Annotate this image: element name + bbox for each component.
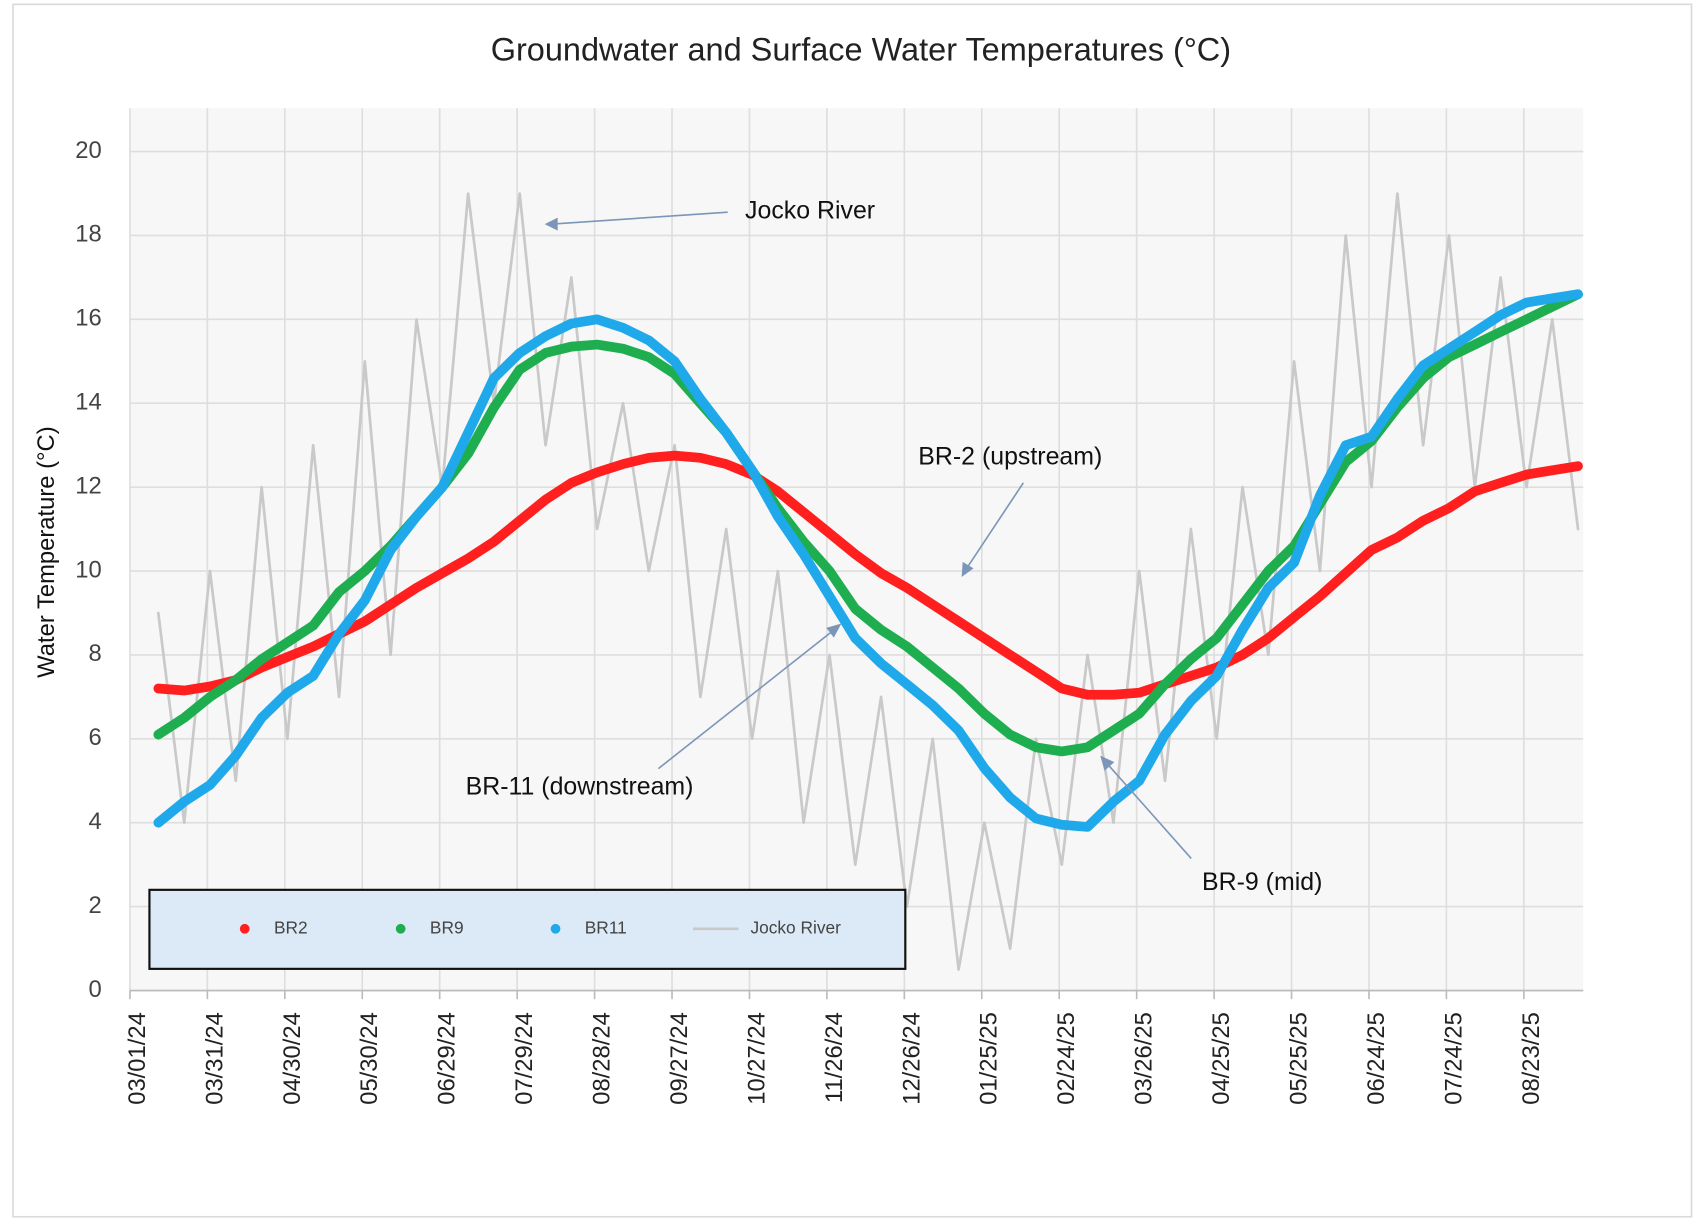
legend: BR2 BR9 BR11 Jocko River: [148, 888, 907, 970]
x-tick-label: 06/24/25: [1363, 1012, 1390, 1105]
legend-box: [148, 888, 907, 970]
legend-label: Jocko River: [750, 917, 841, 937]
x-tick-label: 06/29/24: [434, 1012, 461, 1105]
grid: [129, 108, 1584, 992]
axes: 0 2 4 6 8 10 12 14 16 18 20 03/01/24 03/31/24 04/30/2…: [75, 137, 1584, 1105]
y-axis-label: Water Temperature (°C): [33, 426, 60, 677]
annotation-arrow: [657, 629, 835, 770]
annotation-arrow: [965, 482, 1025, 570]
annotation-label: Jocko River: [745, 197, 875, 225]
annotation-arrow: [1106, 762, 1192, 859]
annotation-arrowhead: [1100, 755, 1115, 771]
x-tick-label: 07/29/24: [511, 1012, 538, 1105]
annotation-label: BR-9 (mid): [1202, 868, 1322, 896]
x-tick-label: 07/24/25: [1440, 1012, 1467, 1105]
y-tick-label: 10: [75, 556, 101, 583]
series-group: [153, 192, 1583, 971]
x-tick-label: 04/25/25: [1208, 1012, 1235, 1105]
x-tick-label: 08/28/24: [589, 1012, 616, 1105]
x-tick-label: 03/26/25: [1131, 1012, 1158, 1105]
y-tick-label: 2: [89, 892, 102, 919]
annotations: [544, 211, 1192, 859]
x-tick-label: 02/24/25: [1053, 1012, 1080, 1105]
legend-label: BR2: [274, 917, 308, 937]
annotation-arrowhead: [961, 561, 974, 577]
x-tick-label: 09/27/24: [666, 1012, 693, 1105]
x-tick-label: 05/25/25: [1285, 1012, 1312, 1105]
series-line: [153, 289, 1583, 832]
x-tick-label: 10/27/24: [743, 1012, 770, 1105]
y-tick-label: 16: [75, 305, 101, 332]
legend-label: BR9: [430, 917, 464, 937]
legend-label: BR11: [585, 917, 627, 937]
annotation-arrowhead: [826, 623, 842, 638]
x-tick-label: 08/23/25: [1518, 1012, 1545, 1105]
x-tick-label: 03/31/24: [201, 1012, 228, 1105]
series-line: [153, 450, 1583, 700]
annotation-label: BR-11 (downstream): [466, 773, 694, 801]
x-tick-label: 12/26/24: [898, 1012, 925, 1105]
chart-title: Groundwater and Surface Water Temperatur…: [491, 32, 1231, 68]
y-tick-label: 8: [89, 640, 102, 667]
x-tick-label: 11/26/24: [821, 1012, 848, 1103]
annotation-arrow: [552, 211, 728, 225]
x-tick-label: 01/25/25: [976, 1012, 1003, 1105]
y-tick-label: 14: [75, 389, 101, 416]
y-tick-label: 6: [89, 724, 102, 751]
legend-marker: [239, 923, 250, 934]
annotation-label: BR-2 (upstream): [918, 442, 1102, 470]
y-tick-label: 20: [75, 137, 101, 164]
x-tick-label: 03/01/24: [124, 1012, 151, 1105]
y-tick-label: 18: [75, 221, 101, 248]
x-tick-label: 04/30/24: [279, 1012, 306, 1105]
annotation-arrowhead: [544, 217, 558, 231]
y-tick-label: 12: [75, 472, 101, 499]
x-tick-label: 05/30/24: [356, 1012, 383, 1105]
legend-marker: [395, 923, 406, 934]
y-tick-label: 0: [89, 976, 102, 1003]
legend-marker: [550, 923, 561, 934]
y-tick-label: 4: [89, 808, 102, 835]
